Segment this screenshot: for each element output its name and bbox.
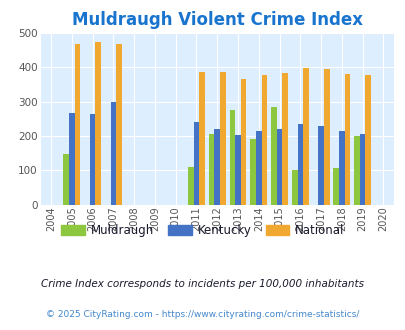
Bar [193,122,199,205]
Bar [281,73,287,205]
Bar [116,44,121,205]
Bar [297,124,303,205]
Bar [261,75,266,205]
Text: Crime Index corresponds to incidents per 100,000 inhabitants: Crime Index corresponds to incidents per… [41,279,364,289]
Bar [188,167,193,205]
Bar [323,69,329,205]
Bar [318,126,323,205]
Bar [354,136,359,205]
Bar [90,114,95,205]
Bar [234,135,240,205]
Bar [344,74,350,205]
Bar [250,139,255,205]
Bar [271,107,276,205]
Bar [63,154,69,205]
Bar [110,102,116,205]
Bar [276,129,281,205]
Text: © 2025 CityRating.com - https://www.cityrating.com/crime-statistics/: © 2025 CityRating.com - https://www.city… [46,310,359,319]
Bar [359,134,364,205]
Bar [75,44,80,205]
Bar [220,72,225,205]
Legend: Muldraugh, Kentucky, National: Muldraugh, Kentucky, National [56,219,349,242]
Bar [208,134,214,205]
Bar [338,131,344,205]
Bar [199,72,205,205]
Bar [69,113,75,205]
Bar [255,131,261,205]
Bar [229,110,234,205]
Bar [95,42,101,205]
Bar [303,68,308,205]
Title: Muldraugh Violent Crime Index: Muldraugh Violent Crime Index [72,11,362,29]
Bar [214,129,220,205]
Bar [364,75,370,205]
Bar [240,79,246,205]
Bar [333,168,338,205]
Bar [291,170,297,205]
